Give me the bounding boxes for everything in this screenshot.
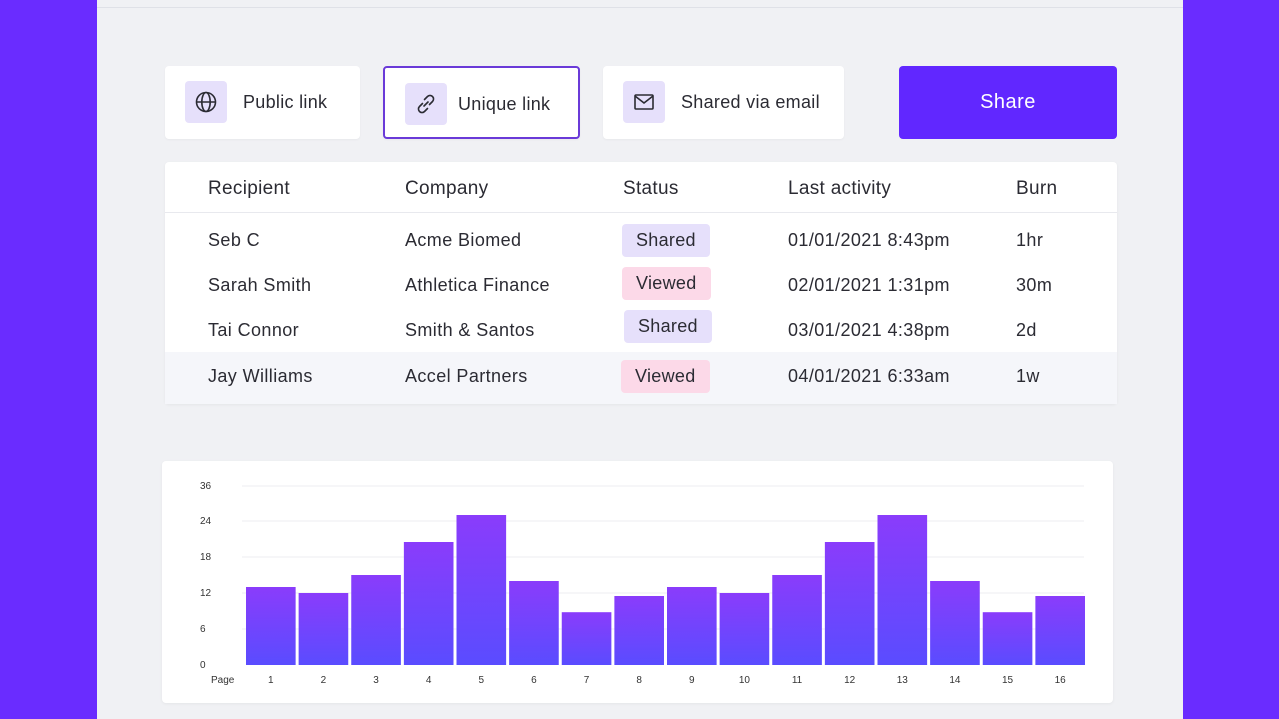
x-tick-label: 8: [636, 675, 642, 686]
table-header: Recipient Company Status Last activity B…: [165, 162, 1117, 213]
bar: [667, 587, 717, 665]
x-tick-label: 4: [426, 675, 432, 686]
globe-icon: [185, 81, 227, 123]
x-axis-label: Page: [211, 675, 235, 686]
bar: [561, 612, 612, 665]
x-tick-label: 15: [1002, 675, 1014, 686]
burn-cell: 1w: [1016, 366, 1040, 386]
bar: [930, 581, 980, 665]
table-row[interactable]: Seb C Acme Biomed Shared 01/01/2021 8:43…: [165, 218, 1117, 263]
company-cell: Smith & Santos: [405, 320, 535, 340]
link-icon: [405, 83, 447, 125]
bar: [246, 587, 296, 665]
x-tick-label: 11: [792, 675, 803, 686]
bar: [772, 575, 822, 665]
recipient-cell: Jay Williams: [208, 366, 313, 386]
burn-cell: 1hr: [1016, 230, 1044, 250]
recipient-cell: Tai Connor: [208, 320, 300, 340]
company-cell: Athletica Finance: [405, 275, 550, 295]
x-tick-label: 5: [479, 675, 485, 686]
y-tick-label: 12: [200, 588, 212, 599]
last-activity-cell: 03/01/2021 4:38pm: [788, 320, 950, 340]
public-link-option[interactable]: Public link: [165, 66, 360, 139]
public-link-label: Public link: [243, 92, 328, 112]
header-company[interactable]: Company: [405, 178, 489, 199]
status-badge: Shared: [624, 310, 712, 343]
x-tick-label: 9: [689, 675, 695, 686]
company-cell: Acme Biomed: [405, 230, 522, 250]
header-status[interactable]: Status: [623, 178, 679, 199]
unique-link-label: Unique link: [458, 94, 551, 114]
last-activity-cell: 01/01/2021 8:43pm: [788, 230, 950, 250]
burn-cell: 2d: [1016, 320, 1037, 340]
status-badge: Shared: [622, 224, 710, 257]
recipients-table: Recipient Company Status Last activity B…: [165, 162, 1117, 404]
last-activity-cell: 04/01/2021 6:33am: [788, 366, 950, 386]
x-tick-label: 14: [949, 675, 961, 686]
shared-via-email-option[interactable]: Shared via email: [603, 66, 844, 139]
divider: [97, 7, 1183, 8]
x-tick-label: 3: [373, 675, 379, 686]
burn-cell: 30m: [1016, 275, 1053, 295]
bar: [456, 515, 507, 665]
share-button[interactable]: Share: [899, 66, 1117, 139]
status-badge: Viewed: [622, 267, 711, 300]
status-badge: Viewed: [621, 360, 710, 393]
y-tick-label: 6: [200, 624, 206, 635]
x-tick-label: 1: [268, 675, 274, 686]
share-panel: Public link Unique link Shared via email…: [97, 0, 1183, 719]
bar: [298, 593, 349, 665]
mail-icon: [623, 81, 665, 123]
bar: [351, 575, 401, 665]
x-tick-label: 6: [531, 675, 537, 686]
recipient-cell: Seb C: [208, 230, 261, 250]
y-tick-label: 24: [200, 516, 212, 527]
header-burn[interactable]: Burn: [1016, 178, 1058, 199]
bar: [403, 542, 454, 665]
shared-via-email-label: Shared via email: [681, 92, 820, 112]
x-tick-label: 12: [844, 675, 856, 686]
bar: [719, 593, 770, 665]
bar: [614, 596, 664, 665]
unique-link-option[interactable]: Unique link: [383, 66, 580, 139]
y-tick-label: 0: [200, 660, 206, 671]
company-cell: Accel Partners: [405, 366, 528, 386]
header-recipient[interactable]: Recipient: [208, 178, 290, 199]
x-tick-label: 16: [1055, 675, 1067, 686]
table-row[interactable]: Jay Williams Accel Partners Viewed 04/01…: [165, 352, 1117, 404]
bar: [877, 515, 928, 665]
table-row[interactable]: Tai Connor Smith & Santos Shared 03/01/2…: [165, 308, 1117, 353]
recipient-cell: Sarah Smith: [208, 275, 312, 295]
table-row[interactable]: Sarah Smith Athletica Finance Viewed 02/…: [165, 263, 1117, 308]
x-tick-label: 13: [897, 675, 909, 686]
x-tick-label: 2: [321, 675, 327, 686]
y-tick-label: 36: [200, 481, 212, 492]
last-activity-cell: 02/01/2021 1:31pm: [788, 275, 950, 295]
x-tick-label: 7: [584, 675, 590, 686]
bar: [982, 612, 1033, 665]
y-tick-label: 18: [200, 552, 212, 563]
bar: [824, 542, 875, 665]
bar: [509, 581, 559, 665]
header-last-activity[interactable]: Last activity: [788, 178, 892, 199]
page-views-chart: 0 6 12 18 24 36 1 2 3 4 5 6 7 8 9 10 11 12 13 14 15 16 Page: [162, 461, 1113, 703]
x-tick-label: 10: [739, 675, 751, 686]
bar: [1035, 596, 1085, 665]
